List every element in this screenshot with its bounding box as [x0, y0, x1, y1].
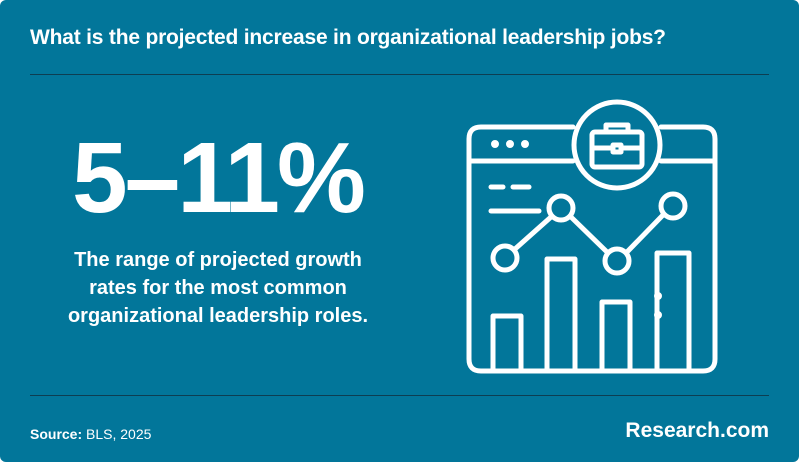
brand-logo: Research.com — [625, 419, 769, 442]
top-divider — [30, 74, 769, 75]
stat-value: 5–11% — [72, 122, 366, 234]
source-note: Source: BLS, 2025 — [30, 425, 151, 443]
bottom-divider — [30, 395, 769, 396]
source-value: BLS, 2025 — [86, 426, 152, 442]
stat-description: The range of projected growth rates for … — [67, 249, 369, 327]
browser-chart-briefcase-icon — [466, 99, 718, 374]
page-title: What is the projected increase in organi… — [30, 26, 666, 49]
source-label: Source: — [30, 426, 83, 442]
